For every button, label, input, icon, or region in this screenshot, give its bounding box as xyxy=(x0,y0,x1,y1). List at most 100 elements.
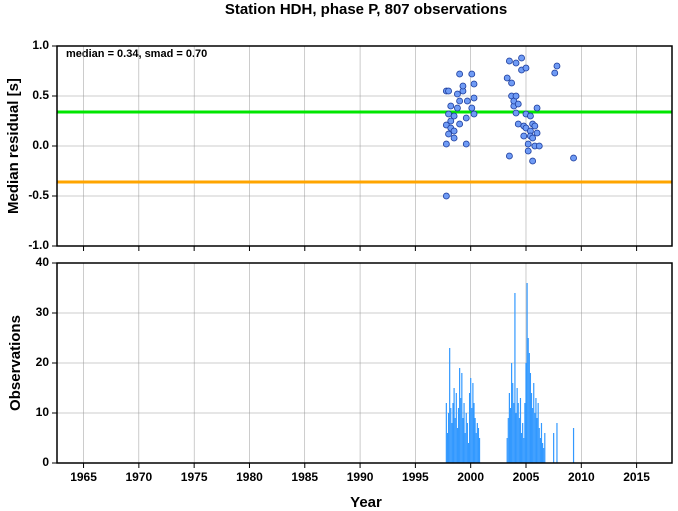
bar xyxy=(537,403,539,463)
bar xyxy=(473,403,475,463)
data-point xyxy=(529,134,537,142)
bar xyxy=(470,378,472,463)
bar xyxy=(462,418,464,463)
data-point xyxy=(454,90,461,98)
data-point xyxy=(459,82,467,90)
data-point xyxy=(462,140,470,148)
data-point xyxy=(456,120,464,128)
data-point xyxy=(520,132,528,140)
bar xyxy=(463,403,465,463)
data-point xyxy=(470,80,478,88)
data-point xyxy=(508,79,516,87)
x-tick-label: 1995 xyxy=(402,470,429,484)
bar xyxy=(528,353,530,463)
data-point xyxy=(506,152,513,160)
bar xyxy=(541,443,544,463)
bar xyxy=(477,428,480,463)
data-point xyxy=(524,140,532,148)
bar xyxy=(461,373,463,463)
x-tick-label: 2015 xyxy=(623,470,650,484)
bar xyxy=(514,293,516,463)
bar xyxy=(535,398,537,463)
y-tick-label: 0.0 xyxy=(32,138,49,152)
y-axis-label: Median residual [s] xyxy=(5,78,22,214)
data-point xyxy=(527,112,534,120)
bar xyxy=(520,433,523,463)
bar xyxy=(512,383,514,463)
bar xyxy=(449,348,451,463)
bar xyxy=(556,423,558,463)
x-tick-label: 1980 xyxy=(236,470,263,484)
data-point xyxy=(551,69,559,77)
data-point xyxy=(512,59,520,67)
data-point xyxy=(447,102,455,110)
y-tick-label: 0 xyxy=(42,455,49,469)
bar xyxy=(467,443,470,463)
data-point xyxy=(514,120,522,128)
data-point xyxy=(450,112,458,120)
bar xyxy=(456,428,459,463)
data-point xyxy=(445,130,452,138)
data-point xyxy=(514,100,522,108)
bar xyxy=(451,423,453,463)
data-point xyxy=(570,154,577,162)
data-point xyxy=(454,104,461,112)
bar xyxy=(529,373,532,463)
bar xyxy=(522,423,524,463)
bar xyxy=(525,363,527,463)
bar xyxy=(509,408,512,463)
x-tick-label: 2000 xyxy=(457,470,484,484)
x-tick-label: 2005 xyxy=(513,470,540,484)
bar xyxy=(471,408,473,463)
data-point xyxy=(456,70,464,78)
y-tick-label: 0.5 xyxy=(32,88,49,102)
bar xyxy=(446,433,449,463)
y-tick-label: -0.5 xyxy=(28,188,49,202)
bar xyxy=(450,408,452,463)
y-tick-label: 40 xyxy=(36,255,50,269)
x-tick-label: 1975 xyxy=(181,470,208,484)
bar xyxy=(472,383,474,463)
bar xyxy=(507,418,509,463)
data-point xyxy=(442,140,450,148)
bar xyxy=(519,398,522,463)
bar xyxy=(454,418,456,463)
data-point xyxy=(463,97,471,105)
data-point xyxy=(442,192,450,200)
bar xyxy=(453,388,455,463)
bar xyxy=(466,423,468,463)
bar xyxy=(460,398,462,463)
bar xyxy=(515,413,517,463)
x-axis-label: Year xyxy=(350,494,382,511)
plot-frame xyxy=(56,45,673,247)
x-tick-label: 1970 xyxy=(126,470,153,484)
bar xyxy=(524,403,526,463)
y-tick-label: 10 xyxy=(36,405,50,419)
data-point xyxy=(529,157,537,165)
bar xyxy=(534,413,536,463)
bar xyxy=(572,428,575,463)
x-tick-label: 1965 xyxy=(70,470,97,484)
data-point xyxy=(470,94,478,102)
bar xyxy=(457,408,460,463)
bar xyxy=(544,433,546,463)
data-point xyxy=(445,110,452,118)
data-point xyxy=(533,129,541,137)
bar xyxy=(517,403,519,463)
bar xyxy=(518,418,520,463)
y-tick-label: 1.0 xyxy=(32,38,49,52)
y-axis-label: Observations xyxy=(7,315,24,411)
x-tick-label: 2010 xyxy=(568,470,595,484)
data-point xyxy=(468,70,476,78)
bar xyxy=(445,403,447,463)
data-point xyxy=(450,127,458,135)
chart-title: Station HDH, phase P, 807 observations xyxy=(225,1,507,18)
bar xyxy=(539,438,541,463)
bar xyxy=(533,383,535,463)
bar xyxy=(527,338,529,463)
data-point xyxy=(447,117,455,125)
data-point xyxy=(468,104,476,112)
data-point xyxy=(462,114,470,122)
bar xyxy=(538,428,540,463)
